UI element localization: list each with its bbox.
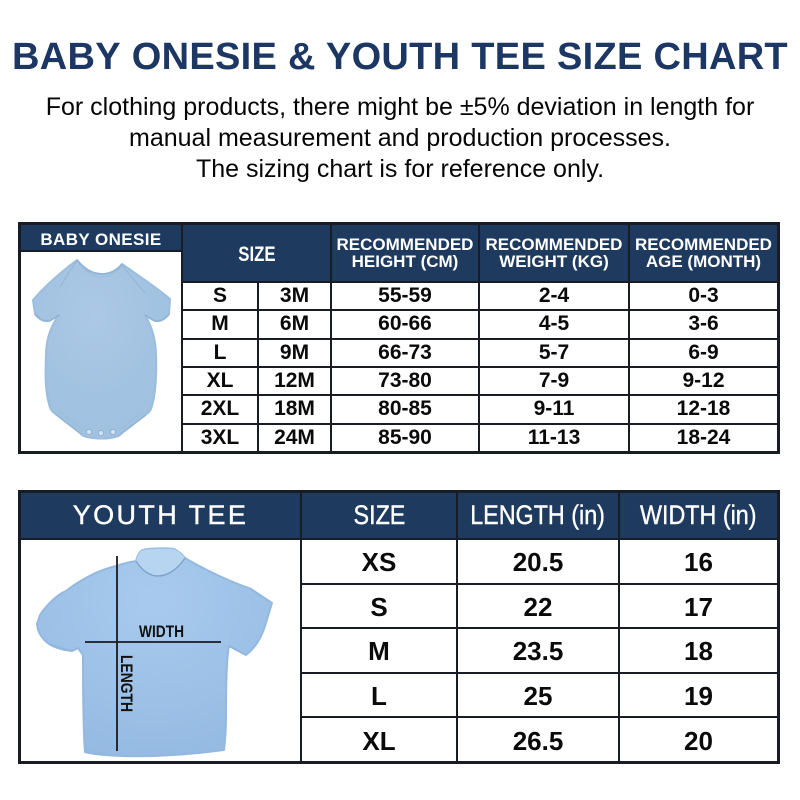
svg-text:WIDTH: WIDTH bbox=[139, 622, 184, 641]
svg-text:LENGTH: LENGTH bbox=[117, 655, 136, 712]
